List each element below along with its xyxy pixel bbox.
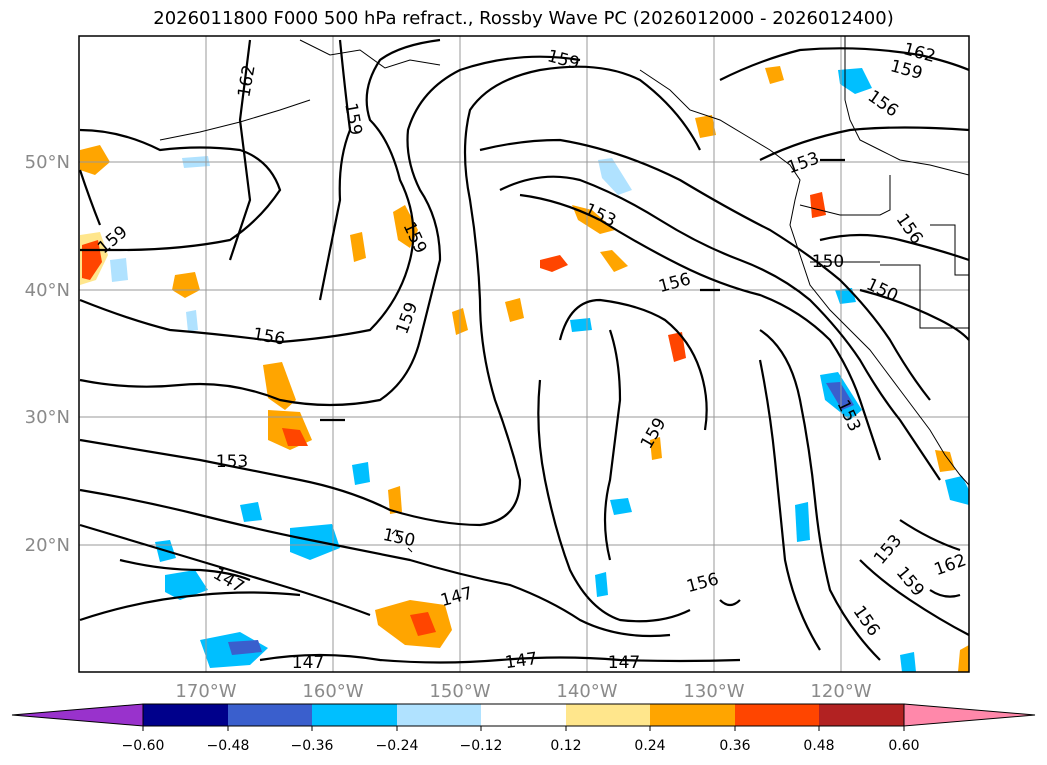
- map-plot-area: [79, 36, 969, 672]
- colorbar-ticks: [142, 726, 905, 731]
- colorbar-swatch: [11, 703, 144, 727]
- lat-label: 20°N: [25, 535, 70, 556]
- latitude-labels: 50°N 40°N 30°N 20°N: [25, 152, 70, 556]
- colorbar-swatch: [735, 704, 819, 726]
- map-title: 2026011800 F000 500 hPa refract., Rossby…: [153, 8, 894, 29]
- colorbar-tick-label: −0.36: [291, 738, 334, 754]
- lon-label: 140°W: [556, 681, 617, 702]
- contour-label: 153: [216, 452, 248, 472]
- colorbar-swatch: [819, 704, 904, 726]
- colorbar-tick-label: −0.48: [207, 738, 250, 754]
- colorbar-swatch: [903, 703, 1036, 727]
- contour-label: 150: [812, 252, 844, 272]
- contour-label: 147: [504, 649, 539, 673]
- lon-label: 150°W: [429, 681, 490, 702]
- colorbar-tick-label: 0.24: [634, 738, 665, 754]
- coastlines: [159, 36, 969, 553]
- colorbar-swatch: [481, 704, 566, 726]
- lat-label: 40°N: [25, 280, 70, 301]
- colorbar-swatch: [650, 704, 735, 726]
- colorbar-swatch: [143, 704, 228, 726]
- longitude-labels: 170°W 160°W 150°W 140°W 130°W 120°W: [175, 681, 871, 702]
- lon-label: 170°W: [175, 681, 236, 702]
- graticule: [79, 36, 969, 672]
- colorbar-swatch: [397, 704, 481, 726]
- colorbar-swatch: [228, 704, 312, 726]
- colorbar: −0.60 −0.48 −0.36 −0.24 −0.12 0.12 0.24 …: [11, 703, 1036, 754]
- lon-label: 120°W: [810, 681, 871, 702]
- shading-layer: [80, 66, 969, 672]
- colorbar-tick-label: −0.24: [376, 738, 419, 754]
- colorbar-tick-label: −0.60: [122, 738, 165, 754]
- map-frame: [78, 35, 970, 673]
- lon-label: 160°W: [302, 681, 363, 702]
- contour-label: 147: [608, 653, 640, 673]
- colorbar-tick-label: 0.36: [719, 738, 750, 754]
- lat-label: 30°N: [25, 407, 70, 428]
- colorbar-tick-label: 0.48: [803, 738, 834, 754]
- colorbar-tick-label: 0.60: [888, 738, 919, 754]
- colorbar-tick-label: 0.12: [550, 738, 581, 754]
- contour-label: 147: [292, 653, 324, 673]
- height-contours: [79, 38, 969, 664]
- colorbar-swatch: [566, 704, 650, 726]
- colorbar-swatch: [312, 704, 397, 726]
- lat-label: 50°N: [25, 152, 70, 173]
- colorbar-tick-label: −0.12: [460, 738, 503, 754]
- lon-label: 130°W: [683, 681, 744, 702]
